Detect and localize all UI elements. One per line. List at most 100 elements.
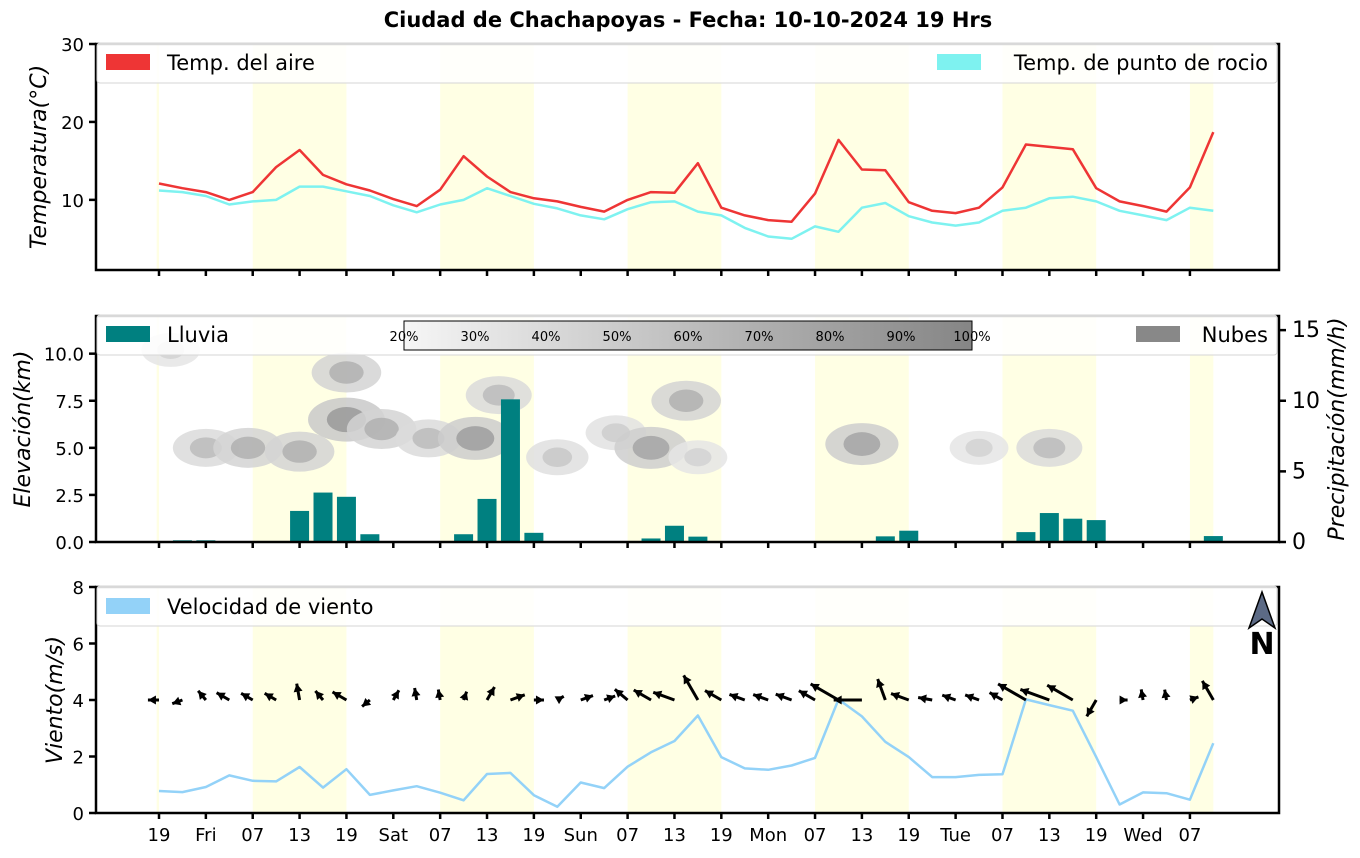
y-tick-label: 0 [1292,530,1306,555]
x-tick-label: 07 [991,825,1014,846]
y-tick-label: 5 [1292,459,1306,484]
wind-arrow-head [775,692,785,702]
day-band [156,316,159,542]
legend-clouds-swatch [1136,326,1180,342]
wind-arrow-head [198,690,207,700]
rain-bar [360,534,380,542]
cloud-core [456,426,495,451]
y-tick-label: 20 [61,113,84,134]
y-tick-label: 2 [73,748,84,769]
y-tick-label: 6 [73,635,84,656]
x-tick-label: Wed [1123,825,1162,846]
y-tick-label: 10 [61,191,84,212]
y-tick-label: 15 [1292,318,1320,343]
y-tick-label: 7.5 [55,392,84,413]
rain-bar [641,538,661,542]
y-tick-label: 5.0 [55,439,84,460]
x-tick-label: 19 [148,825,171,846]
temperature-lines [158,131,1215,241]
clouds-rain-panel: 0.0 2.5 5.0 7.5 10.0 0 5 10 15 Elevación(km) Pr… [11,314,1350,555]
wind-legend: Velocidad de viento [96,585,1278,627]
x-tick-label: 07 [616,825,639,846]
cloud-core [230,436,266,460]
wind-arrow-head [798,690,809,699]
y-tick-label: 30 [61,35,84,56]
rain-bar [500,399,520,542]
cloud-cover-contours [141,332,1083,476]
x-tick-label: Mon [749,825,787,846]
legend-wind-swatch [106,598,150,614]
day-band [1189,316,1214,542]
rain-bar [664,525,684,542]
wind-arrow-head [172,696,182,706]
x-tick-label: 19 [897,825,920,846]
wind-arrow-head [614,689,624,698]
wind-arrow-head [1047,685,1057,694]
wind-arrow-head [1119,695,1128,705]
rain-bar [688,536,708,542]
wind-arrow-head [704,690,715,699]
dew-point-line [158,185,1214,241]
x-tick-label: 07 [1178,825,1201,846]
wind-arrow-head [315,690,324,700]
wind-arrow-head [435,689,445,699]
cloud-core [965,438,993,457]
precipitation-y-ticks: 0 5 10 15 [1279,318,1320,555]
precipitation-y-label: Precipitación(mm/h) [1325,317,1350,540]
y-tick-label: 10.0 [44,345,84,366]
x-tick-label: 07 [429,825,452,846]
legend-clouds-label: Nubes [1202,323,1268,347]
colorbar-label: 90% [887,330,916,345]
wind-arrow-head [241,693,251,702]
chart-title: Ciudad de Chachapoyas - Fecha: 10-10-202… [384,8,993,32]
legend-air-swatch [106,54,150,70]
x-tick-label: 19 [522,825,545,846]
rain-bar [290,510,310,542]
x-tick-label: 13 [1038,825,1061,846]
clouds-x-ticks [157,542,1192,548]
temperature-x-ticks [157,270,1192,276]
cloud-core [329,361,364,384]
colorbar-label: 80% [816,330,845,345]
rain-bar [1063,518,1083,542]
wind-arrow-head [833,695,842,705]
elevation-y-ticks: 0.0 2.5 5.0 7.5 10.0 [44,345,96,554]
wind-arrow-head [876,678,885,689]
y-tick-label: 8 [73,578,84,599]
wind-arrow-head [147,695,156,705]
temperature-y-ticks: 10 20 30 [61,35,96,212]
legend-air-label: Temp. del aire [166,51,315,75]
wind-arrow-head [362,697,372,707]
x-tick-label: Tue [939,825,971,846]
rain-bar [336,496,356,542]
colorbar-gradient [403,320,973,351]
day-band [156,44,159,270]
wind-arrow-head [942,693,952,703]
wind-arrow-head [633,690,643,698]
colorbar-label: 50% [603,330,632,345]
wind-arrow-head [391,690,399,700]
x-tick-label: 19 [710,825,733,846]
y-tick-label: 2.5 [55,486,84,507]
elevation-y-label: Elevación(km) [11,351,36,508]
x-tick-label: 19 [335,825,358,846]
legend-wind-label: Velocidad de viento [167,595,373,619]
colorbar-label: 60% [674,330,703,345]
wind-arrow-head [998,683,1008,692]
x-tick-label: 07 [241,825,264,846]
y-tick-label: 0.0 [55,533,84,554]
wind-panel: 0 2 4 6 8 19 Fri 07 13 19 Sat 07 13 19 Sun 07 13 19 Mon 07… [43,578,1281,846]
rain-bar [875,536,895,542]
wind-arrow-head [653,690,663,700]
wind-arrow-head [411,688,421,697]
wind-arrow-head [535,695,544,705]
x-tick-label: 13 [663,825,686,846]
x-tick-label: 13 [850,825,873,846]
colorbar-label: 70% [745,330,774,345]
x-tick-label: Sat [379,825,409,846]
wind-arrow-head [1161,689,1171,699]
wind-arrow-head [459,691,469,701]
x-tick-label: 19 [1085,825,1108,846]
wind-arrow-head [753,693,763,702]
